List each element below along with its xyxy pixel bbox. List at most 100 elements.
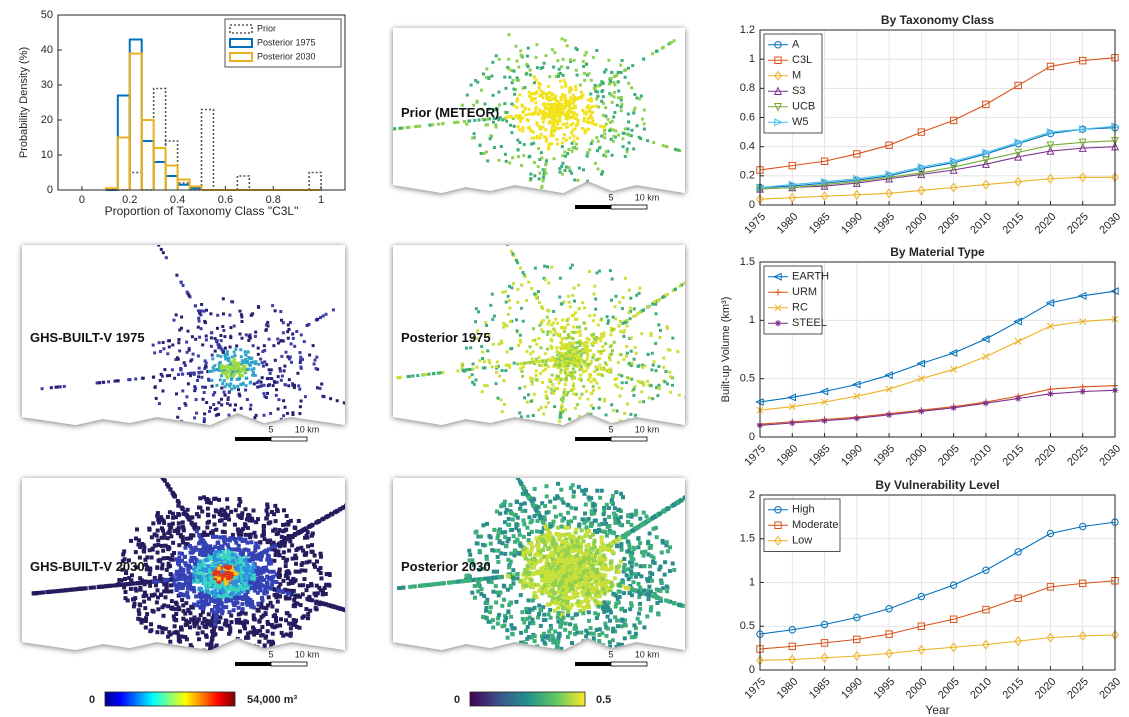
- map-pixel: [231, 591, 236, 596]
- map-pixel: [281, 331, 285, 335]
- map-pixel: [259, 571, 263, 576]
- map-pixel: [487, 0, 490, 2]
- map-pixel: [236, 384, 240, 388]
- map-pixel: [487, 76, 491, 80]
- map-pixel: [169, 599, 174, 604]
- map-pixel: [606, 321, 610, 325]
- map-pixel: [221, 644, 226, 649]
- map-pixel: [224, 597, 229, 602]
- map-pixel: [127, 575, 132, 580]
- map-pixel: [276, 585, 281, 590]
- map-pixel: [245, 367, 249, 371]
- map-pixel: [674, 147, 677, 151]
- map-pixel: [232, 582, 237, 587]
- map-pixel: [546, 265, 549, 269]
- map-pixel: [250, 368, 254, 372]
- map-pixel: [586, 348, 590, 352]
- map-pixel: [198, 311, 202, 315]
- map-pixel: [563, 431, 566, 434]
- map-pixel: [204, 634, 209, 639]
- map-pixel: [189, 575, 194, 580]
- map-pixel: [655, 49, 659, 53]
- map-pixel: [221, 435, 224, 438]
- map-pixel: [604, 361, 607, 365]
- map-pixel: [646, 139, 650, 143]
- map-pixel: [259, 582, 264, 587]
- map-pixel: [239, 406, 243, 410]
- map-pixel: [239, 516, 244, 520]
- map-pixel: [238, 499, 243, 504]
- map-pixel: [237, 368, 241, 372]
- map-pixel: [594, 307, 598, 311]
- map-pixel: [149, 456, 153, 460]
- map-pixel: [549, 330, 553, 334]
- map-pixel: [247, 601, 252, 606]
- map-pixel: [248, 422, 252, 425]
- map-pixel: [664, 370, 668, 373]
- map-pixel: [163, 626, 168, 631]
- map-pixel: [582, 168, 585, 172]
- map-pixel: [548, 378, 552, 382]
- map-pixel: [54, 385, 58, 389]
- map-pixel: [273, 358, 277, 362]
- map-pixel: [320, 382, 324, 386]
- map-pixel: [173, 607, 178, 612]
- map-pixel: [232, 350, 236, 354]
- map-pixel: [604, 114, 608, 118]
- map-pixel: [589, 78, 593, 82]
- map-pixel: [251, 344, 255, 348]
- map-pixel: [483, 384, 487, 388]
- map-pixel: [567, 361, 570, 365]
- map-pixel: [598, 397, 602, 401]
- map-pixel: [203, 385, 207, 389]
- map-pixel: [305, 596, 310, 601]
- map-pixel: [427, 372, 431, 376]
- map-pixel: [209, 312, 213, 316]
- map-pixel: [535, 378, 539, 382]
- map-pixel: [180, 582, 185, 587]
- map-pixel: [130, 581, 135, 586]
- map-pixel: [561, 318, 565, 322]
- map-pixel: [175, 583, 180, 588]
- map-pixel: [397, 418, 400, 421]
- map-pixel: [526, 46, 530, 50]
- map-pixel: [157, 576, 162, 581]
- map-pixel: [637, 291, 641, 295]
- map-pixel: [557, 426, 560, 429]
- map-pixel: [606, 117, 610, 121]
- map-pixel: [567, 166, 571, 169]
- map-pixel: [240, 320, 244, 323]
- map-pixel: [578, 83, 582, 87]
- map-pixel: [533, 228, 536, 231]
- map-pixel: [564, 371, 567, 375]
- map-pixel: [522, 273, 526, 277]
- map-pixel: [216, 620, 221, 624]
- map-pixel: [256, 517, 260, 522]
- map-pixel: [227, 413, 231, 417]
- map-pixel: [225, 497, 230, 502]
- map-pixel: [254, 361, 257, 365]
- map-pixel: [636, 379, 640, 383]
- map-pixel: [480, 107, 484, 111]
- map-pixel: [571, 337, 575, 341]
- map-pixel: [197, 366, 201, 370]
- map-pixel: [294, 561, 298, 566]
- map-pixel: [607, 356, 611, 360]
- map-pixel: [187, 348, 191, 352]
- map-pixel: [499, 231, 502, 234]
- map-pixel: [263, 360, 267, 364]
- map-pixel: [282, 399, 286, 403]
- map-pixel: [285, 588, 289, 593]
- map-pixel: [608, 344, 612, 348]
- map-pixel: [192, 615, 197, 620]
- map-pixel: [318, 386, 322, 390]
- map-pixel: [570, 374, 574, 378]
- map-pixel: [519, 415, 523, 419]
- map-pixel: [572, 382, 576, 386]
- map-pixel: [218, 422, 222, 425]
- map-pixel: [579, 364, 583, 368]
- map-pixel: [230, 584, 235, 589]
- map-pixel: [621, 145, 625, 149]
- map-pixel: [613, 111, 617, 114]
- map-pixel: [304, 533, 309, 538]
